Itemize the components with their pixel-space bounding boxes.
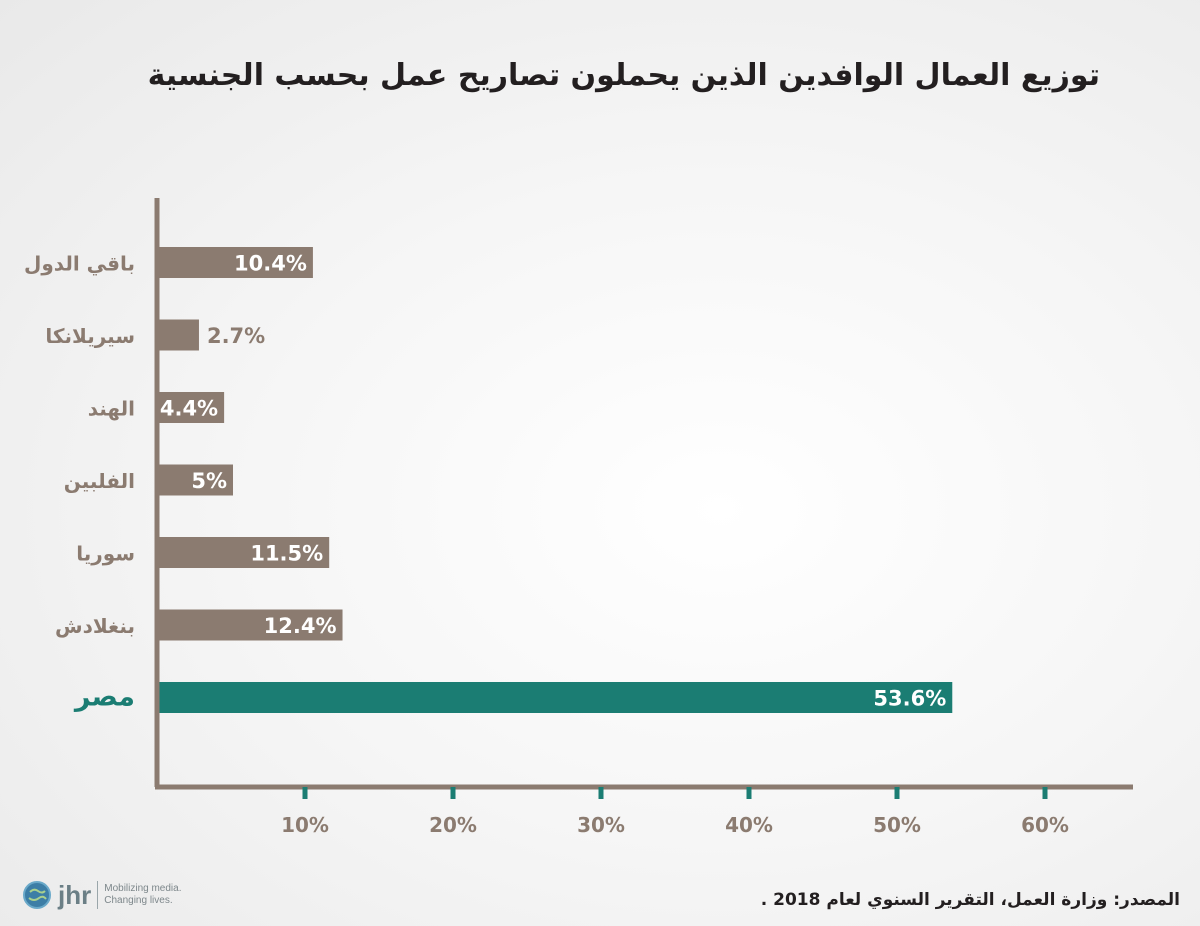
category-label-5: سوريا	[76, 542, 135, 566]
logo-divider	[97, 881, 99, 909]
logo-tagline: Mobilizing media. Changing lives.	[104, 883, 181, 907]
category-label-7: مصر	[73, 682, 135, 713]
bar-3	[159, 392, 225, 423]
bar-1	[159, 247, 313, 278]
data-label-2: 2.7%	[207, 324, 265, 348]
jhr-logo: jhr Mobilizing media. Changing lives.	[22, 880, 182, 910]
logo-tagline-line-2: Changing lives.	[104, 895, 173, 906]
x-tick-label-40: 40%	[725, 813, 773, 837]
chart-title: توزيع العمال الوافدين الذين يحملون تصاري…	[147, 58, 1100, 93]
bar-4	[159, 464, 233, 496]
category-label-2: سيريلانكا	[45, 324, 135, 348]
x-tick-label-30: 30%	[577, 813, 625, 837]
category-label-4: الفلبين	[64, 469, 135, 493]
x-tick-label-10: 10%	[281, 813, 329, 837]
data-label-4: 5%	[191, 469, 227, 493]
globe-icon	[23, 881, 51, 909]
logo-tagline-line-1: Mobilizing media.	[104, 883, 182, 894]
logo-wordmark: jhr	[58, 880, 92, 910]
category-label-3: الهند	[88, 397, 135, 421]
bar-5	[159, 537, 330, 568]
data-label-6: 12.4%	[264, 614, 337, 638]
category-label-6: بنغلادش	[55, 614, 135, 638]
x-tick-label-60: 60%	[1021, 813, 1069, 837]
data-label-1: 10.4%	[234, 252, 307, 276]
x-tick-label-20: 20%	[429, 813, 477, 837]
bar-2	[159, 319, 199, 351]
data-label-5: 11.5%	[250, 542, 323, 566]
source-note: المصدر: وزارة العمل، التقرير السنوي لعام…	[760, 890, 1180, 910]
data-label-7: 53.6%	[873, 687, 946, 711]
bar-7	[159, 682, 953, 713]
x-tick-label-50: 50%	[873, 813, 921, 837]
data-label-3: 4.4%	[160, 397, 218, 421]
category-label-1: باقي الدول	[24, 252, 135, 277]
bar-6	[159, 609, 343, 641]
